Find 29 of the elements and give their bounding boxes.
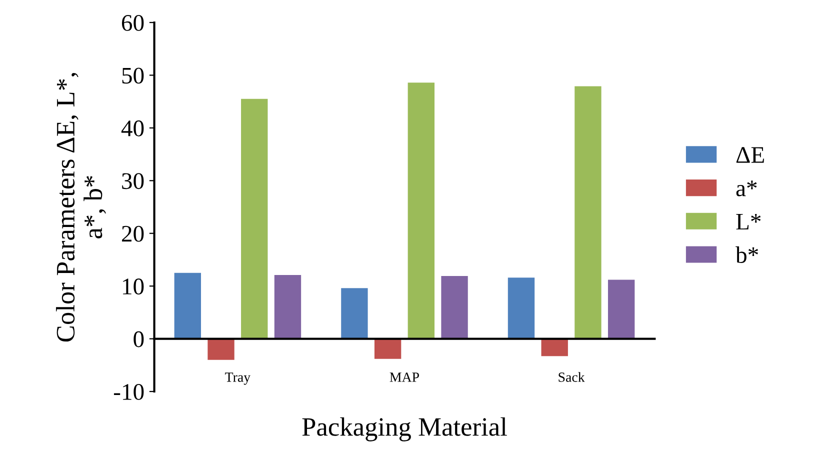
- legend-label: ΔE: [736, 147, 764, 163]
- legend-label: a*: [736, 180, 757, 196]
- bar: [541, 338, 568, 356]
- y-tick-label: 30: [122, 173, 144, 190]
- bar: [174, 272, 201, 339]
- legend-label: b*: [736, 246, 758, 264]
- bar: [208, 338, 234, 360]
- x-tick-label: Tray: [225, 372, 250, 385]
- y-axis-title: Color Parameters ΔE, L*, a*, b*: [56, 73, 106, 342]
- y-tick-label: 10: [123, 278, 144, 294]
- bar: [374, 338, 402, 359]
- bar: [574, 86, 602, 339]
- legend-label: L*: [736, 214, 761, 230]
- x-axis-title: Packaging Material: [302, 417, 507, 442]
- x-tick-label: MAP: [390, 372, 419, 382]
- bar: [341, 288, 368, 339]
- x-tick-label: Sack: [558, 372, 585, 382]
- y-tick-label: 0: [134, 331, 144, 348]
- y-tick-label: 60: [122, 14, 144, 31]
- y-tick-label: 20: [122, 226, 144, 242]
- y-tick-label: 50: [122, 68, 144, 84]
- y-tick-label: 40: [121, 120, 144, 136]
- y-tick-label: -10: [114, 384, 144, 400]
- bar: [241, 98, 268, 339]
- bar: [274, 275, 302, 339]
- bar: [508, 278, 535, 339]
- bar: [608, 280, 635, 339]
- bar: [408, 82, 435, 339]
- bar: [441, 276, 468, 339]
